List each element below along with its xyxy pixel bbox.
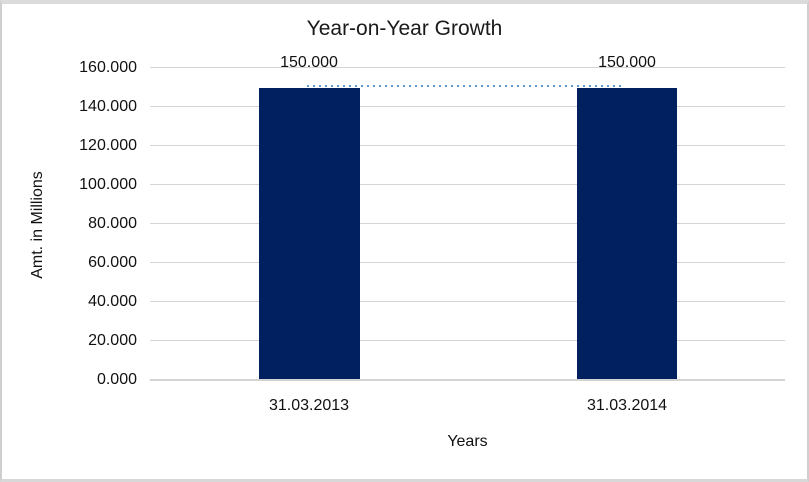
data-label-2014: 150.000 (598, 54, 656, 71)
y-tick-label: 60.000 (88, 254, 137, 271)
x-category-label-2014: 31.03.2014 (586, 397, 668, 414)
gridline (150, 340, 785, 341)
y-tick-label: 80.000 (88, 215, 137, 232)
chart-title: Year-on-Year Growth (306, 17, 503, 40)
data-label-2013: 150.000 (280, 54, 338, 71)
y-tick-label: 40.000 (88, 293, 137, 310)
dotted-trend-line (307, 85, 624, 87)
gridline (150, 67, 785, 68)
x-axis-title: Years (447, 433, 488, 450)
gridline (150, 145, 785, 146)
gridline (150, 262, 785, 263)
gridline (150, 184, 785, 185)
y-tick-label: 100.000 (79, 176, 137, 193)
y-tick-label: 160.000 (79, 59, 137, 76)
gridline (150, 301, 785, 302)
x-category-label-2013: 31.03.2013 (268, 397, 350, 414)
gridline (150, 223, 785, 224)
gridline (150, 106, 785, 107)
y-tick-label: 120.000 (79, 137, 137, 154)
y-tick-label: 20.000 (88, 332, 137, 349)
y-tick-label: 0.000 (96, 371, 137, 388)
x-axis-line (150, 379, 785, 381)
y-tick-label: 140.000 (79, 98, 137, 115)
bar-2014 (577, 88, 677, 379)
bar-2013 (259, 88, 360, 379)
